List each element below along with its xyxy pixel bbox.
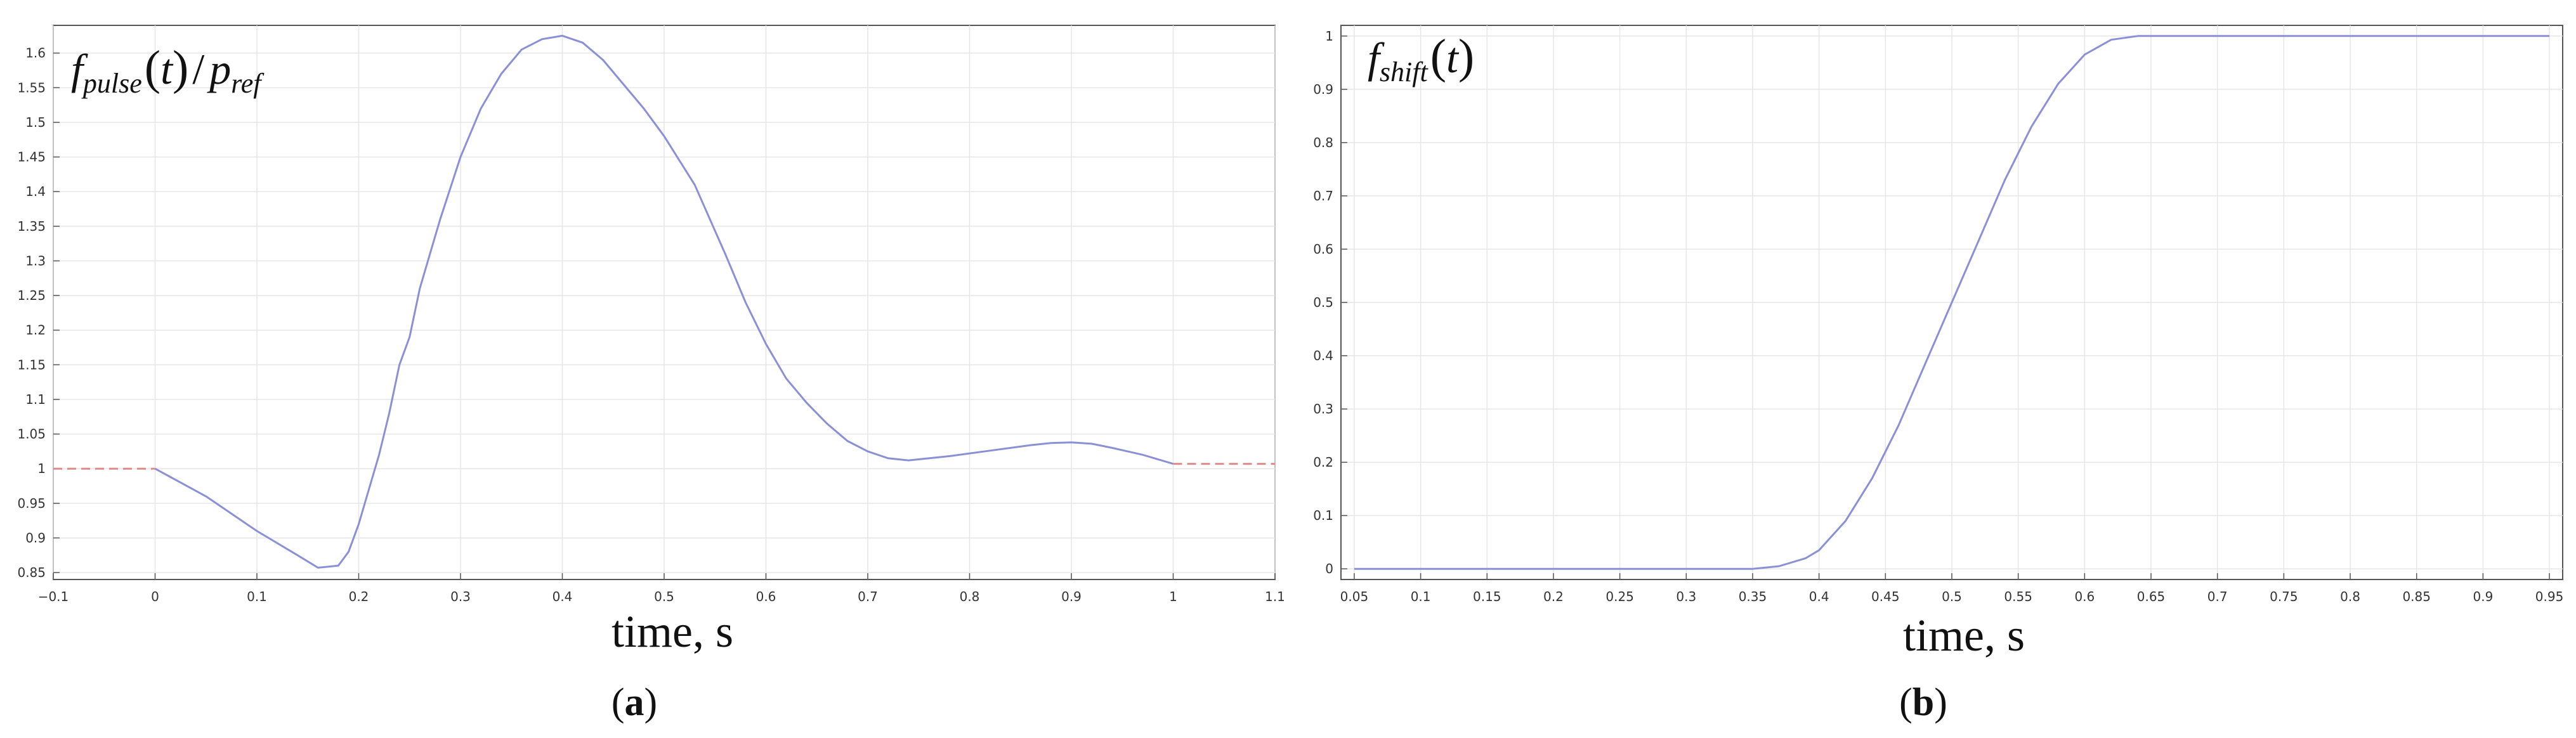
x-tick-label: 0 bbox=[151, 589, 159, 604]
y-tick-label: 1.6 bbox=[25, 46, 46, 61]
panel-b-y-ticks: 0 0.1 0.2 0.3 0.4 0.5 0.6 0.7 0.8 0.9 1 bbox=[1313, 29, 1347, 576]
y-tick-label: 0.8 bbox=[1313, 135, 1333, 150]
x-tick-label: 0.65 bbox=[2137, 589, 2166, 604]
x-tick-label: 0.45 bbox=[1871, 589, 1900, 604]
y-tick-label: 1.05 bbox=[17, 427, 46, 442]
x-tick-label: 0.9 bbox=[1061, 589, 1082, 604]
y-tick-label: 0.4 bbox=[1313, 348, 1333, 363]
panel-b: 0.05 0.1 0.15 0.2 0.25 0.3 0.35 0.4 0.45 0.5 0.55 0… bbox=[1313, 25, 2563, 724]
y-tick-label: 1.15 bbox=[17, 357, 46, 372]
series-line bbox=[154, 34, 1174, 569]
y-tick-label: 1.45 bbox=[17, 150, 46, 165]
panel-b-x-ticks: 0.05 0.1 0.15 0.2 0.25 0.3 0.35 0.4 0.45 0.5 0.55 0… bbox=[1340, 573, 2564, 604]
x-tick-label: 0.3 bbox=[1676, 589, 1696, 604]
panel-b-series bbox=[1354, 35, 2550, 570]
y-tick-label: 1.4 bbox=[25, 184, 46, 199]
panel-b-x-axis-label: time, s bbox=[1903, 610, 2025, 661]
x-tick-label: 0.85 bbox=[2402, 589, 2431, 604]
x-tick-label: 0.2 bbox=[349, 589, 369, 604]
y-tick-label: 1.25 bbox=[17, 288, 46, 303]
x-tick-label: 0.6 bbox=[2074, 589, 2095, 604]
x-tick-label: 0.95 bbox=[2535, 589, 2564, 604]
x-tick-label: 0.6 bbox=[756, 589, 776, 604]
x-tick-label: 0.35 bbox=[1739, 589, 1767, 604]
x-tick-label: −0.1 bbox=[38, 589, 69, 604]
x-tick-label: 0.1 bbox=[247, 589, 267, 604]
y-tick-label: 1.3 bbox=[25, 253, 46, 268]
panel-a-series bbox=[53, 34, 1275, 569]
y-tick-label: 0 bbox=[1325, 561, 1333, 576]
x-tick-label: 0.55 bbox=[2004, 589, 2032, 604]
panel-b-grid bbox=[1341, 25, 2563, 579]
panel-a-y-axis-label: fpulse(t)/pref bbox=[71, 41, 265, 99]
y-tick-label: 0.85 bbox=[17, 565, 46, 580]
x-tick-label: 0.7 bbox=[858, 589, 878, 604]
x-tick-label: 0.75 bbox=[2270, 589, 2298, 604]
y-tick-label: 1 bbox=[1325, 29, 1333, 44]
y-tick-label: 0.6 bbox=[1313, 242, 1333, 257]
panel-a-grid bbox=[53, 25, 1276, 579]
series-line bbox=[1354, 35, 2550, 570]
panel-b-caption: (b) bbox=[1899, 681, 1947, 724]
x-tick-label: 0.1 bbox=[1411, 589, 1431, 604]
x-tick-label: 0.3 bbox=[450, 589, 471, 604]
x-tick-label: 1.1 bbox=[1265, 589, 1285, 604]
y-tick-label: 1 bbox=[37, 461, 46, 476]
y-tick-label: 1.2 bbox=[25, 323, 46, 338]
y-tick-label: 1.35 bbox=[17, 219, 46, 234]
y-tick-label: 0.9 bbox=[25, 530, 46, 545]
y-tick-label: 0.3 bbox=[1313, 401, 1333, 417]
y-tick-label: 1.55 bbox=[17, 80, 46, 95]
y-tick-label: 1.5 bbox=[25, 115, 46, 130]
x-tick-label: 0.05 bbox=[1340, 589, 1369, 604]
panel-a-x-ticks: −0.1 0 0.1 0.2 0.3 0.4 0.5 0.6 0.7 0.8 0.9 1 1.1 bbox=[38, 573, 1285, 604]
y-tick-label: 0.2 bbox=[1313, 455, 1333, 470]
x-tick-label: 0.5 bbox=[654, 589, 674, 604]
x-tick-label: 0.8 bbox=[960, 589, 980, 604]
panel-b-y-axis-label: fshift(t) bbox=[1368, 30, 1474, 87]
y-tick-label: 0.9 bbox=[1313, 82, 1333, 97]
x-tick-label: 0.4 bbox=[552, 589, 573, 604]
y-tick-label: 0.95 bbox=[17, 496, 46, 511]
x-tick-label: 0.15 bbox=[1473, 589, 1501, 604]
x-tick-label: 0.7 bbox=[2207, 589, 2228, 604]
panel-a-x-axis-label: time, s bbox=[611, 606, 733, 657]
x-tick-label: 0.8 bbox=[2340, 589, 2360, 604]
x-tick-label: 0.5 bbox=[1942, 589, 1962, 604]
x-tick-label: 0.4 bbox=[1809, 589, 1829, 604]
x-tick-label: 0.25 bbox=[1605, 589, 1634, 604]
y-tick-label: 0.7 bbox=[1313, 188, 1333, 204]
y-tick-label: 1.1 bbox=[25, 392, 46, 407]
y-tick-label: 0.1 bbox=[1313, 508, 1333, 523]
panel-a-caption: (a) bbox=[611, 681, 657, 724]
x-tick-label: 0.9 bbox=[2473, 589, 2493, 604]
y-tick-label: 0.5 bbox=[1313, 295, 1333, 310]
x-tick-label: 1 bbox=[1169, 589, 1177, 604]
panel-a: −0.1 0 0.1 0.2 0.3 0.4 0.5 0.6 0.7 0.8 0.9 1 1.1 0.8… bbox=[17, 25, 1285, 724]
x-tick-label: 0.2 bbox=[1543, 589, 1564, 604]
panel-a-y-ticks: 0.85 0.9 0.95 1 1.05 1.1 1.15 1.2 1.25 1.3 1.35 1.4… bbox=[17, 46, 60, 580]
